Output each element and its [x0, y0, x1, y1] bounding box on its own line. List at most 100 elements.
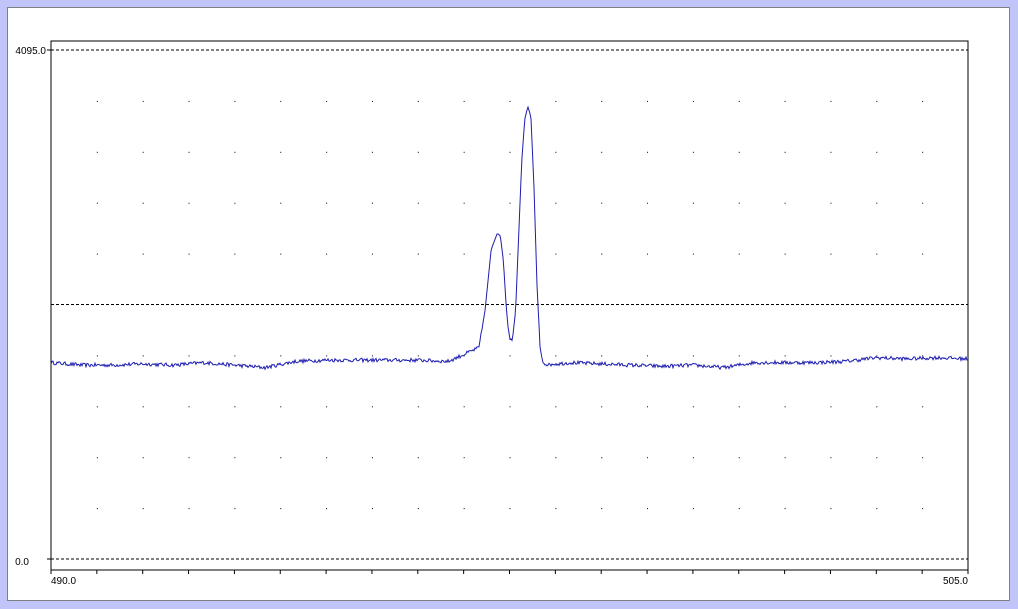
grid-dot	[601, 151, 603, 153]
grid-dot	[417, 355, 419, 357]
grid-dot	[738, 508, 740, 510]
grid-dot	[417, 202, 419, 204]
grid-dot	[830, 202, 832, 204]
grid-dot	[738, 253, 740, 255]
grid-dot	[96, 406, 98, 408]
series-line	[50, 105, 968, 371]
grid-dot	[96, 202, 98, 204]
grid-dot	[234, 508, 236, 510]
grid-dot	[601, 100, 603, 102]
grid-dot	[738, 355, 740, 357]
grid-dot	[234, 457, 236, 459]
grid-dot	[188, 406, 190, 408]
grid-dot	[830, 355, 832, 357]
grid-dot	[555, 406, 557, 408]
grid-dot	[417, 406, 419, 408]
grid-dot	[463, 508, 465, 510]
grid-dot	[555, 457, 557, 459]
x-axis-min-label: 490.0	[51, 576, 76, 587]
grid-dot	[280, 457, 282, 459]
grid-dot	[234, 202, 236, 204]
x-ticks	[50, 570, 969, 574]
grid-dot	[280, 151, 282, 153]
grid-dot	[784, 457, 786, 459]
grid-dot	[417, 508, 419, 510]
grid-dot	[96, 508, 98, 510]
grid-dot	[922, 508, 924, 510]
grid-dot	[647, 253, 649, 255]
grid-dot	[188, 202, 190, 204]
grid-dot	[647, 202, 649, 204]
grid-dot	[922, 202, 924, 204]
grid-dot	[463, 202, 465, 204]
grid-dot	[784, 406, 786, 408]
x-axis-max-label: 505.0	[943, 576, 968, 587]
y-axis-max-label: 4095.0	[15, 46, 46, 57]
grid-dot	[234, 253, 236, 255]
grid-dot	[463, 151, 465, 153]
grid-dot	[876, 202, 878, 204]
grid-dot	[601, 406, 603, 408]
grid-dot	[922, 100, 924, 102]
grid-dot	[601, 355, 603, 357]
grid-dot	[326, 355, 328, 357]
grid-dot	[142, 151, 144, 153]
grid-dot	[417, 457, 419, 459]
grid-dot	[280, 355, 282, 357]
grid-dot	[922, 457, 924, 459]
grid-dot	[555, 202, 557, 204]
grid-dot	[417, 151, 419, 153]
grid-dot	[692, 202, 694, 204]
grid-dot	[188, 508, 190, 510]
grid-dot	[830, 508, 832, 510]
grid-dots	[96, 100, 924, 510]
grid-dot	[371, 253, 373, 255]
grid-dot	[784, 508, 786, 510]
grid-dot	[509, 100, 511, 102]
grid-dot	[234, 406, 236, 408]
y-ticks	[47, 49, 51, 560]
grid-dot	[738, 457, 740, 459]
grid-dot	[188, 253, 190, 255]
grid-dot	[188, 151, 190, 153]
grid-dot	[280, 202, 282, 204]
grid-dot	[463, 253, 465, 255]
grid-dot	[142, 406, 144, 408]
grid-dot	[647, 457, 649, 459]
grid-dot	[371, 151, 373, 153]
grid-dot	[463, 100, 465, 102]
grid-dot	[142, 253, 144, 255]
grid-dot	[876, 253, 878, 255]
grid-dot	[96, 151, 98, 153]
grid-dot	[142, 100, 144, 102]
grid-dot	[692, 457, 694, 459]
grid-dot	[601, 253, 603, 255]
grid-dot	[326, 406, 328, 408]
grid-dot	[876, 100, 878, 102]
grid-dot	[784, 355, 786, 357]
grid-dot	[326, 253, 328, 255]
grid-dot	[326, 151, 328, 153]
grid-dot	[142, 457, 144, 459]
grid-dot	[371, 406, 373, 408]
grid-dot	[876, 355, 878, 357]
grid-dot	[647, 355, 649, 357]
grid-dot	[692, 100, 694, 102]
grid-dot	[555, 355, 557, 357]
grid-dot	[188, 355, 190, 357]
grid-dot	[463, 406, 465, 408]
grid-dot	[601, 508, 603, 510]
grid-dot	[738, 100, 740, 102]
grid-dot	[509, 355, 511, 357]
grid-dot	[234, 100, 236, 102]
grid-dot	[142, 508, 144, 510]
grid-dot	[922, 253, 924, 255]
grid-dot	[555, 151, 557, 153]
grid-dot	[509, 253, 511, 255]
grid-dot	[371, 457, 373, 459]
grid-dot	[326, 508, 328, 510]
grid-dot	[509, 202, 511, 204]
grid-dot	[647, 508, 649, 510]
grid-dot	[96, 355, 98, 357]
grid-dot	[601, 457, 603, 459]
